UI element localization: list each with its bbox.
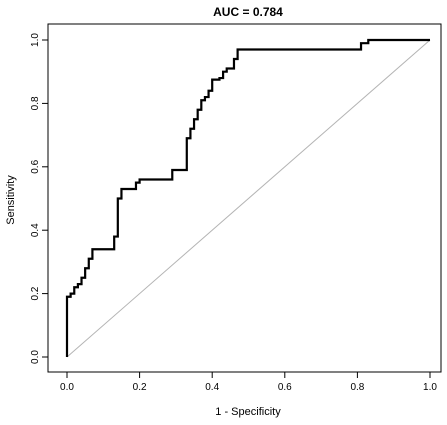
y-tick-label: 0.0 [30, 350, 41, 364]
y-axis: 0.0 0.2 0.4 0.6 0.8 1.0 [30, 33, 48, 364]
y-tick-label: 1.0 [30, 33, 41, 47]
reference-diagonal-line [66, 39, 431, 358]
x-tick-label: 0.0 [60, 382, 74, 393]
x-tick-label: 0.4 [205, 382, 219, 393]
x-axis: 0.0 0.2 0.4 0.6 0.8 1.0 [60, 372, 437, 393]
y-axis-label: Sensitivity [5, 175, 17, 225]
chart-title: AUC = 0.784 [213, 5, 283, 19]
plot-frame [47, 23, 442, 373]
series-layer [65, 38, 431, 358]
y-tick-label: 0.4 [30, 223, 41, 237]
y-tick-label: 0.8 [30, 96, 41, 110]
y-tick-label: 0.6 [30, 159, 41, 173]
roc-curve-line [65, 38, 430, 357]
x-tick-label: 1.0 [423, 382, 437, 393]
x-tick-label: 0.6 [278, 382, 292, 393]
x-axis-label: 1 - Specificity [215, 406, 281, 418]
x-tick-label: 0.2 [133, 382, 147, 393]
y-tick-label: 0.2 [30, 286, 41, 300]
x-tick-label: 0.8 [350, 382, 364, 393]
